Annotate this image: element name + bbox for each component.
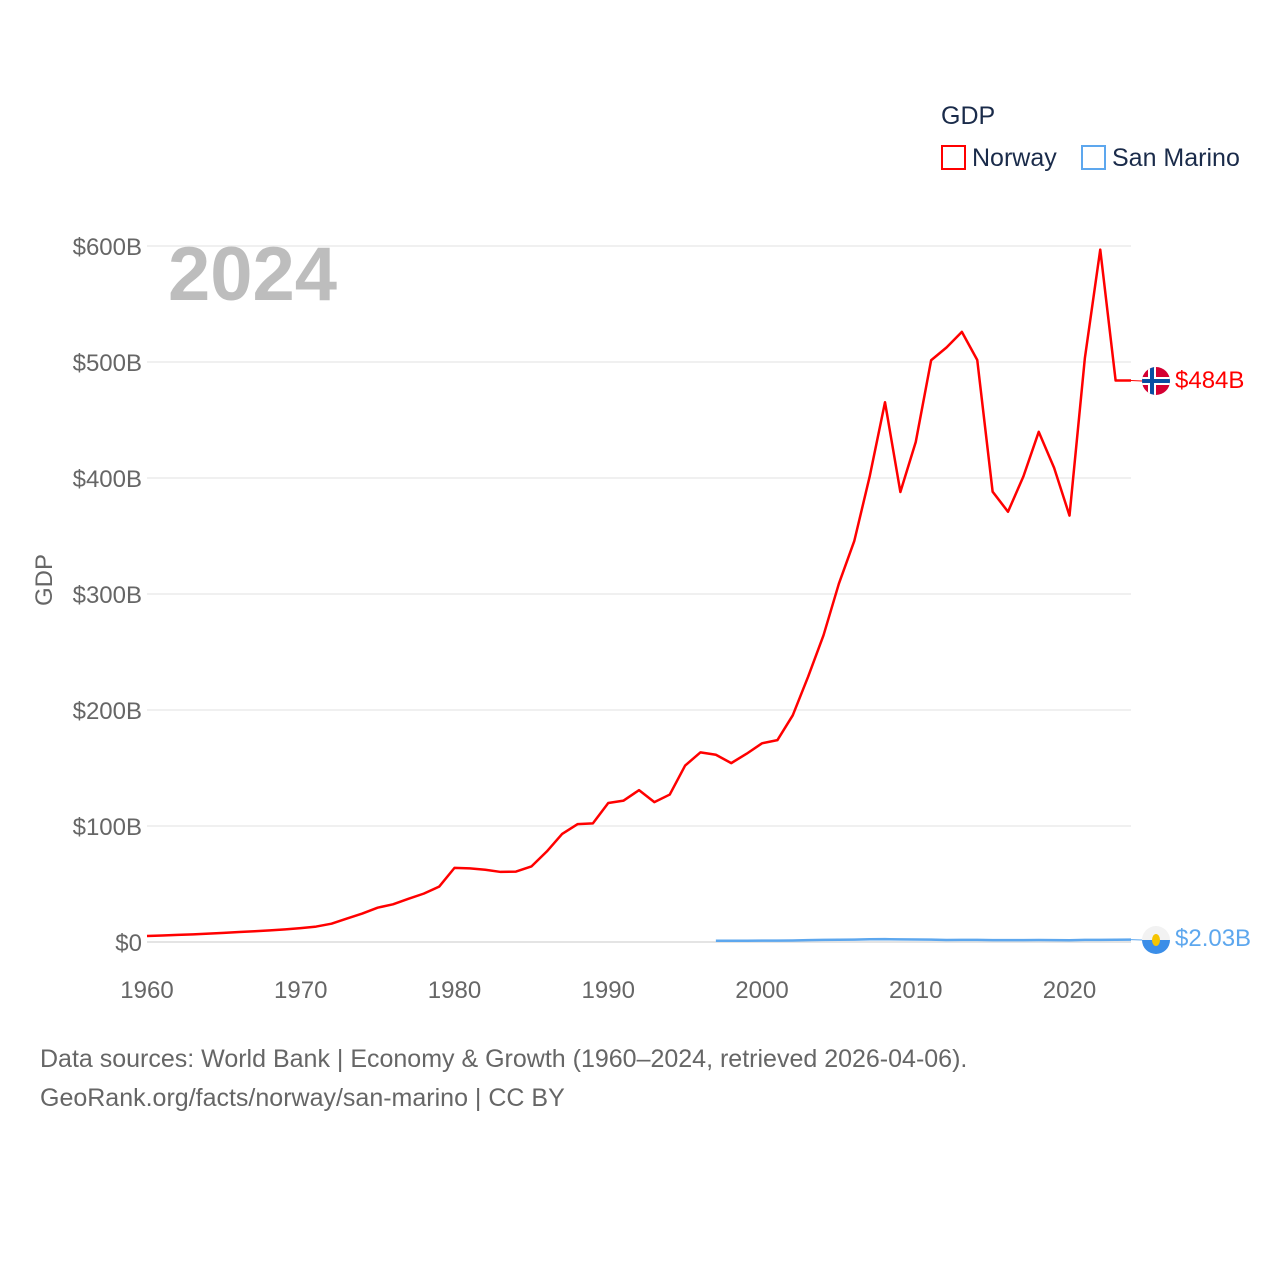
x-tick-label: 1960 (120, 977, 173, 1004)
legend-label-norway[interactable]: Norway (972, 144, 1057, 172)
san-marino-flag-icon (1142, 926, 1170, 954)
year-watermark: 2024 (168, 232, 337, 317)
x-tick-label: 2020 (1043, 977, 1096, 1004)
y-tick-label: $300B (73, 582, 142, 609)
y-tick-label: $400B (73, 466, 142, 493)
series-line-san-marino[interactable] (715, 937, 1132, 943)
y-tick-label: $600B (73, 234, 142, 261)
x-tick-label: 1970 (274, 977, 327, 1004)
y-tick-label: $0 (115, 930, 142, 957)
norway-end-label: $484B (1175, 367, 1244, 394)
legend-label-san-marino[interactable]: San Marino (1112, 144, 1240, 172)
x-tick-label: 1980 (428, 977, 481, 1004)
san-marino-end-label: $2.03B (1175, 925, 1251, 952)
y-axis-label: GDP (31, 554, 58, 606)
attribution-link[interactable]: GeoRank.org/facts/norway/san-marino | CC… (40, 1084, 565, 1112)
y-tick-label: $200B (73, 698, 142, 725)
legend-title: GDP (941, 102, 995, 130)
x-tick-label: 1990 (582, 977, 635, 1004)
legend-swatch-norway[interactable] (941, 145, 966, 170)
data-source-text: Data sources: World Bank | Economy & Gro… (40, 1045, 968, 1073)
series-line-norway[interactable] (146, 248, 1131, 938)
norway-flag-icon (1142, 367, 1170, 395)
y-tick-label: $100B (73, 814, 142, 841)
y-tick-label: $500B (73, 350, 142, 377)
legend-swatch-san-marino[interactable] (1081, 145, 1106, 170)
x-tick-label: 2010 (889, 977, 942, 1004)
x-tick-label: 2000 (735, 977, 788, 1004)
